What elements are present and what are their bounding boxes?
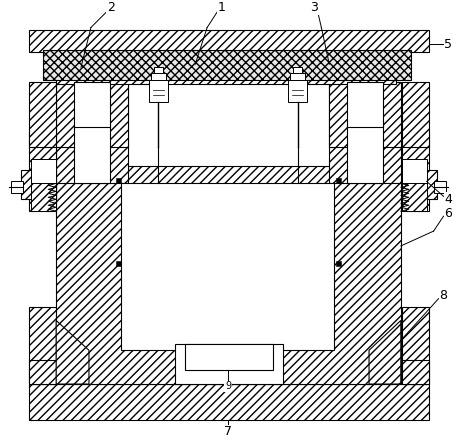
Text: 5: 5 [445, 38, 452, 51]
Bar [402, 307, 429, 384]
Bar [56, 84, 128, 183]
Bar [11, 181, 23, 193]
Polygon shape [29, 360, 56, 384]
Text: 3: 3 [310, 1, 319, 14]
Bar [21, 169, 56, 199]
Polygon shape [402, 360, 429, 384]
Bar [150, 73, 166, 80]
Bar [149, 80, 169, 102]
Bar [29, 30, 429, 52]
Bar [402, 183, 427, 211]
Bar [154, 67, 164, 73]
Bar [402, 132, 429, 211]
Bar [402, 158, 427, 183]
Bar [43, 50, 411, 80]
Bar [402, 169, 436, 199]
Bar [74, 124, 110, 183]
Bar [329, 84, 401, 183]
Bar [290, 73, 305, 80]
Bar [185, 345, 273, 370]
Text: 9: 9 [225, 381, 231, 391]
Bar [434, 181, 446, 193]
Bar [29, 82, 56, 147]
Bar [121, 183, 334, 350]
Bar [32, 183, 56, 211]
Polygon shape [56, 320, 89, 384]
Bar [402, 82, 429, 147]
Bar [336, 179, 341, 183]
Bar [56, 82, 128, 147]
Text: 7: 7 [224, 425, 232, 438]
Bar [329, 82, 401, 147]
Text: 6: 6 [445, 207, 452, 220]
Bar [116, 261, 121, 266]
Text: 4: 4 [445, 193, 452, 206]
Bar [175, 345, 282, 384]
Bar [74, 82, 110, 127]
Text: 8: 8 [440, 289, 447, 302]
Bar [32, 158, 56, 183]
Bar [292, 67, 303, 73]
Bar [347, 124, 383, 183]
Bar [347, 82, 383, 127]
Polygon shape [369, 320, 401, 384]
Bar [56, 59, 396, 84]
Text: 1: 1 [218, 1, 226, 14]
Bar [29, 132, 56, 211]
Bar [29, 307, 56, 384]
Bar [336, 261, 341, 266]
Bar [287, 80, 308, 102]
Text: 2: 2 [107, 1, 115, 14]
Bar [29, 384, 429, 420]
Bar [56, 165, 401, 384]
Bar [116, 179, 121, 183]
